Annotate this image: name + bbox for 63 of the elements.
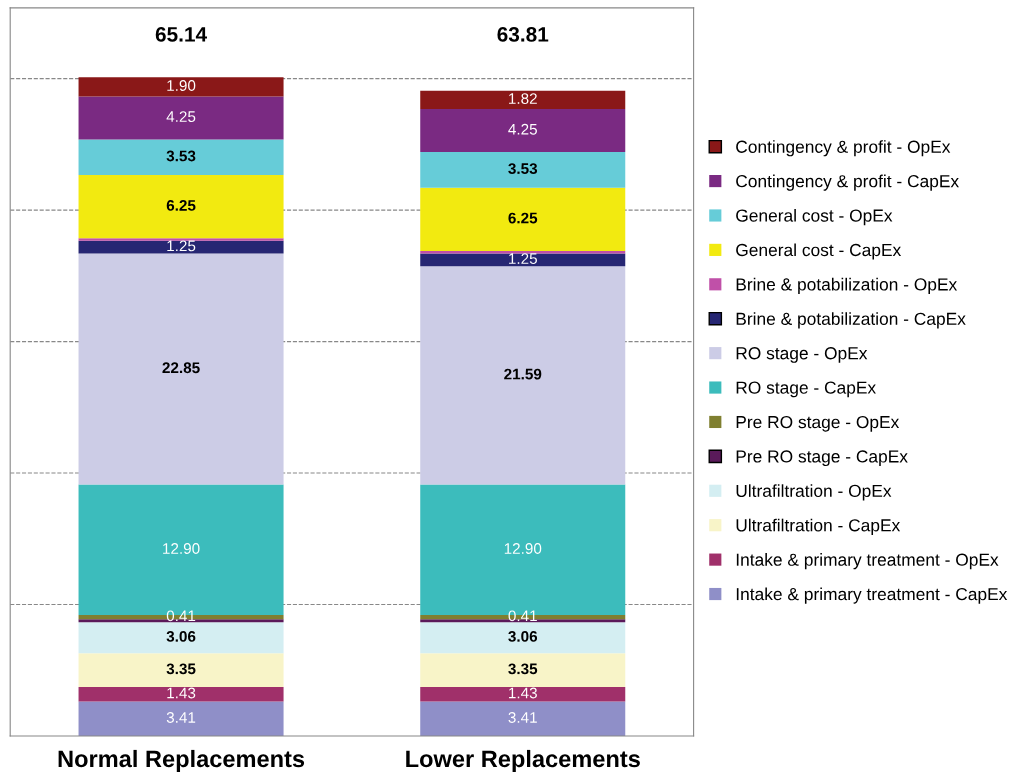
bar [78, 253, 284, 485]
legend-label: Ultrafiltration - OpEx [736, 484, 892, 501]
legend-label: Intake & primary treatment - CapEx [736, 587, 1008, 604]
data-label: 1.82 [509, 93, 537, 104]
bar [420, 701, 626, 737]
legend-label: Brine & potabilization - CapEx [736, 312, 966, 329]
bar [420, 187, 626, 251]
data-label: 12.90 [163, 543, 200, 554]
bar [78, 622, 284, 654]
legend-label: Contingency & profit - CapEx [736, 174, 959, 191]
data-label: 21.59 [504, 368, 542, 380]
legend-label: Intake & primary treatment - OpEx [736, 553, 999, 570]
data-label: 1.25 [167, 240, 196, 252]
x-tick-label: Normal Replacements [58, 749, 305, 772]
bar [420, 253, 626, 267]
data-label: 4.25 [508, 123, 537, 135]
bar [420, 619, 626, 623]
bar [420, 90, 626, 110]
data-label: 12.90 [504, 543, 542, 554]
bar [420, 266, 626, 485]
data-label: 3.53 [508, 163, 538, 175]
data-label: 3.41 [508, 712, 537, 723]
bar [420, 152, 626, 188]
data-label: 22.85 [162, 362, 200, 374]
data-label: 3.06 [166, 631, 196, 642]
bar [78, 175, 284, 239]
bar [420, 109, 626, 153]
legend-label: General cost - OpEx [736, 208, 893, 226]
legend-label: Ultrafiltration - CapEx [736, 518, 901, 535]
total-label: 65.14 [155, 26, 208, 42]
data-label: 3.35 [508, 663, 538, 675]
bar [420, 250, 626, 254]
legend-label: Contingency & profit - OpEx [736, 140, 951, 157]
bar [420, 687, 626, 702]
data-label: 6.25 [508, 212, 538, 224]
data-label: 1.43 [509, 687, 537, 699]
bar [78, 238, 284, 241]
bar [78, 687, 284, 702]
data-label: 3.41 [166, 712, 196, 723]
total-label: 63.81 [497, 26, 549, 42]
data-label: 1.43 [167, 687, 196, 699]
legend-label: Brine & potabilization - OpEx [736, 277, 958, 294]
bar [78, 139, 284, 176]
data-label: 4.25 [166, 111, 196, 123]
bar [78, 240, 284, 254]
legend-label: RO stage - OpEx [736, 347, 868, 363]
bar [78, 653, 284, 688]
legend-label: RO stage - CapEx [736, 381, 876, 398]
legend-label: Pre RO stage - CapEx [736, 450, 908, 467]
data-label: 3.53 [166, 150, 196, 162]
bar [420, 622, 626, 654]
data-label: 1.25 [509, 253, 537, 265]
x-tick-label: Lower Replacements [406, 749, 640, 772]
legend-label: General cost - CapEx [736, 243, 902, 260]
bar [78, 77, 284, 97]
bar [420, 653, 626, 688]
data-label: 1.90 [167, 80, 196, 91]
data-label: 3.35 [166, 663, 196, 675]
bar [78, 701, 284, 737]
data-label: 6.25 [166, 200, 196, 211]
data-label: 3.06 [508, 631, 538, 642]
legend-label: Pre RO stage - OpEx [736, 415, 900, 432]
bar [78, 96, 284, 140]
